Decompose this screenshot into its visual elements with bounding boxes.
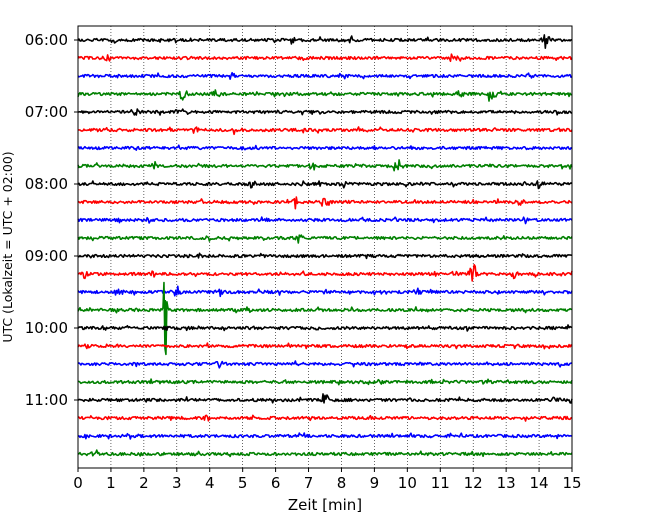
x-tick-label: 15 — [562, 474, 581, 492]
x-tick-label: 10 — [398, 474, 417, 492]
trace-line — [77, 281, 573, 356]
x-tick-label: 13 — [497, 474, 516, 492]
x-tick-label: 6 — [271, 474, 281, 492]
trace-line — [77, 180, 573, 190]
y-tick-label: 08:00 — [25, 175, 68, 193]
trace-line — [77, 432, 573, 440]
trace-line — [77, 71, 573, 80]
x-tick-label: 11 — [431, 474, 450, 492]
x-tick-label: 5 — [238, 474, 248, 492]
trace-line — [77, 285, 573, 298]
x-tick-label: 3 — [172, 474, 182, 492]
y-tick-label: 06:00 — [25, 31, 68, 49]
trace-line — [77, 263, 573, 282]
x-tick-label: 8 — [337, 474, 347, 492]
y-tick-label: 11:00 — [25, 391, 68, 409]
y-tick-label: 09:00 — [25, 247, 68, 265]
x-tick-label: 9 — [370, 474, 380, 492]
x-axis-ticks: 0 1 2 3 4 5 6 7 8 9 10 11 12 13 14 15 — [73, 468, 582, 492]
trace-line — [77, 34, 573, 49]
x-axis-label: Zeit [min] — [288, 496, 362, 514]
x-tick-label: 12 — [464, 474, 483, 492]
y-axis-ticks: 06:00 07:00 08:00 09:00 10:00 11:00 — [25, 31, 78, 409]
trace-line — [77, 414, 573, 422]
trace-line — [77, 216, 573, 225]
trace-line — [77, 449, 573, 458]
trace-line — [77, 393, 573, 404]
seismic-traces — [77, 34, 573, 458]
trace-line — [77, 342, 573, 350]
trace-line — [77, 144, 573, 151]
x-tick-label: 4 — [205, 474, 215, 492]
x-tick-label: 1 — [106, 474, 116, 492]
trace-line — [77, 53, 573, 63]
y-tick-label: 10:00 — [25, 319, 68, 337]
trace-line — [77, 360, 573, 369]
trace-line — [77, 252, 573, 260]
y-axis-label: UTC (Lokalzeit = UTC + 02:00) — [0, 151, 15, 342]
trace-line — [77, 159, 573, 172]
y-tick-label: 07:00 — [25, 103, 68, 121]
trace-line — [77, 108, 573, 116]
trace-line — [77, 324, 573, 332]
x-tick-label: 0 — [73, 474, 83, 492]
trace-line — [77, 89, 573, 102]
x-tick-label: 7 — [304, 474, 314, 492]
x-tick-label: 14 — [530, 474, 549, 492]
trace-line — [77, 126, 573, 136]
trace-line — [77, 378, 573, 386]
x-tick-label: 2 — [139, 474, 149, 492]
trace-line — [77, 196, 573, 210]
plot-frame — [77, 25, 573, 469]
trace-line — [77, 234, 573, 244]
